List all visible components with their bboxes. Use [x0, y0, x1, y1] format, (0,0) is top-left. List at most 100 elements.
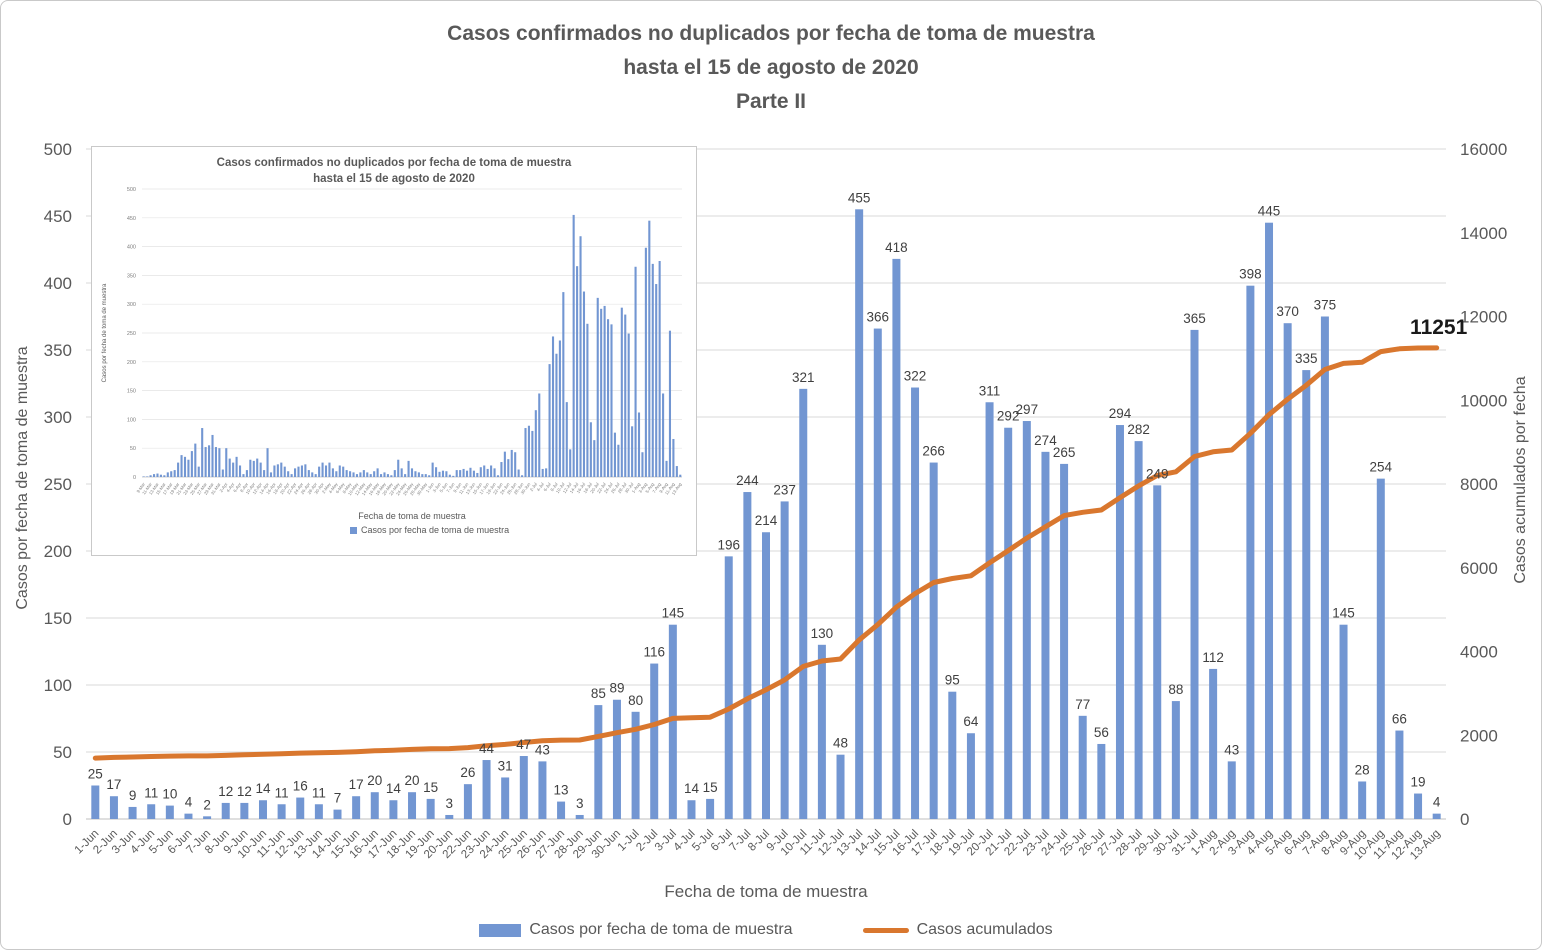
inset-bar [259, 462, 262, 477]
inset-bar [603, 305, 606, 477]
inset-bar [180, 455, 183, 477]
bar-value-label: 12 [237, 784, 252, 799]
bar-value-label: 48 [833, 736, 848, 751]
bar [706, 798, 715, 819]
bar [780, 501, 789, 819]
right-axis-tick-label: 2000 [1460, 726, 1498, 745]
bar [929, 462, 938, 819]
bar-value-label: 196 [717, 537, 740, 552]
bar [557, 801, 566, 819]
inset-x-tick-label: 8-May [341, 481, 352, 494]
inset-title-line1: Casos confirmados no duplicados por fech… [216, 157, 572, 169]
inset-bar [352, 472, 355, 477]
inset-bar [183, 456, 187, 477]
legend-line-swatch-icon [862, 927, 909, 933]
inset-bar [589, 422, 592, 477]
inset-bar [283, 466, 286, 477]
inset-bar [438, 471, 441, 477]
inset-bar [194, 443, 197, 477]
bar-value-label: 292 [997, 409, 1020, 424]
inset-bar [300, 465, 303, 477]
inset-bar [373, 471, 376, 477]
inset-bar [342, 466, 345, 477]
inset-x-tick-label: 3-Jun [432, 481, 443, 493]
inset-left-tick-label: 300 [127, 302, 136, 308]
inset-x-tick-label: 28-Jul [617, 482, 628, 494]
bar-value-label: 89 [609, 681, 624, 696]
inset-bar [280, 462, 283, 477]
inset-left-tick-label: 200 [127, 360, 136, 366]
bar-value-label: 7 [334, 791, 342, 806]
bar-value-label: 9 [129, 788, 137, 803]
inset-bar [493, 468, 496, 477]
inset-bar [555, 353, 558, 477]
inset-bar [390, 475, 393, 477]
left-axis-tick-label: 150 [44, 609, 72, 628]
bar [389, 800, 398, 819]
inset-bar [263, 470, 266, 477]
bar [1265, 222, 1274, 819]
bar [594, 705, 603, 819]
inset-x-tick-label: 18-Apr [272, 481, 284, 495]
bar-value-label: 311 [979, 383, 1001, 398]
inset-left-tick-label: 100 [127, 417, 136, 423]
inset-bar [407, 460, 410, 477]
bar [1432, 813, 1441, 819]
inset-bar [376, 468, 379, 477]
inset-bar [232, 462, 235, 477]
bar-value-label: 4 [1433, 795, 1441, 810]
bar-value-label: 130 [811, 626, 834, 641]
inset-x-tick-label: 16-Jul [575, 482, 586, 494]
chart-title: Casos confirmados no duplicados por fech… [1, 17, 1541, 119]
bar [91, 785, 100, 819]
inset-bar [641, 452, 644, 477]
cumulative-line [92, 345, 1440, 761]
bar-value-label: 43 [535, 742, 550, 757]
inset-bar [486, 468, 489, 477]
inset-bar [421, 474, 424, 477]
bar-value-label: 244 [736, 473, 759, 488]
bar-value-label: 398 [1239, 267, 1262, 282]
cumulative-end-label: 11251 [1410, 316, 1468, 339]
inset-x-tick-label: 18-Jul [582, 482, 593, 494]
inset-bar [256, 458, 259, 477]
bar-value-label: 17 [349, 777, 364, 792]
inset-chart: Casos confirmados no duplicados por fech… [91, 146, 697, 556]
inset-bar [379, 474, 383, 477]
inset-bar [655, 284, 658, 477]
bar [240, 802, 249, 819]
bar [1414, 793, 1423, 819]
right-axis-tick-label: 4000 [1460, 643, 1498, 662]
bar [668, 624, 677, 819]
bar [1209, 668, 1218, 819]
bar-value-label: 265 [1053, 445, 1076, 460]
inset-x-tick-label: 17-Jun [478, 481, 490, 495]
inset-bar [521, 475, 524, 477]
inset-bar [531, 430, 534, 477]
right-axis-tick-label: 6000 [1460, 559, 1498, 578]
inset-x-tick-label: 2-Jul [529, 482, 538, 493]
bar [836, 754, 845, 819]
bar [165, 805, 174, 819]
inset-bar [576, 266, 579, 477]
inset-x-tick-label: 26-Jul [610, 482, 621, 494]
bar [762, 532, 770, 819]
bar [1153, 485, 1162, 819]
right-axis-tick-label: 14000 [1460, 224, 1507, 243]
inset-bar [228, 458, 231, 477]
inset-x-tick-label: 4-Apr [225, 481, 235, 493]
bar [650, 663, 659, 819]
inset-bar [679, 474, 682, 477]
bar [1022, 421, 1031, 819]
inset-bar [218, 448, 221, 477]
inset-x-tick-label: 1-Aug [631, 481, 642, 494]
inset-bar [397, 459, 400, 477]
inset-bar [507, 459, 510, 477]
inset-bar [414, 471, 417, 477]
bar [370, 792, 379, 819]
inset-x-tick-label: 30-Apr [313, 481, 325, 495]
right-axis-tick-label: 0 [1460, 810, 1469, 829]
bar [296, 797, 305, 819]
inset-x-tick-label: 4-May [328, 481, 339, 494]
bar-value-label: 2 [203, 797, 211, 812]
